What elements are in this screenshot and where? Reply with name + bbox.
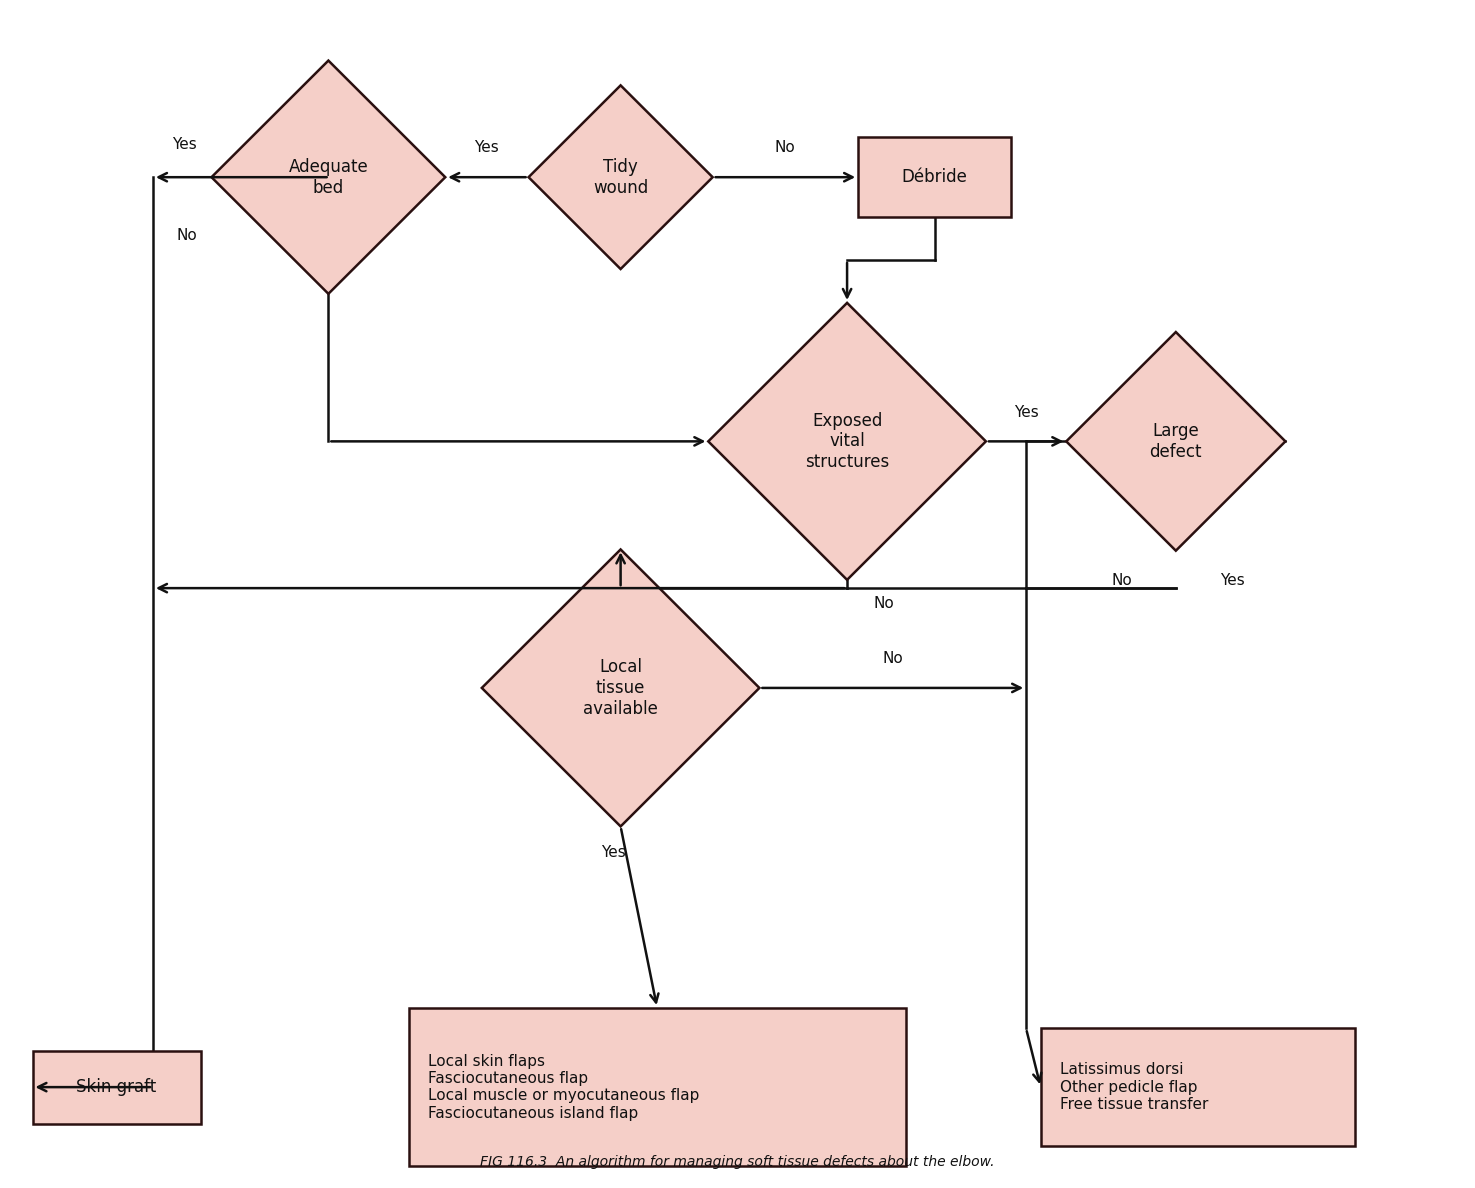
Polygon shape [708, 303, 985, 580]
Text: Adequate
bed: Adequate bed [289, 158, 369, 196]
Bar [858, 138, 1012, 217]
Polygon shape [211, 61, 445, 293]
Text: Latissimus dorsi
Other pedicle flap
Free tissue transfer: Latissimus dorsi Other pedicle flap Free… [1059, 1062, 1208, 1112]
Text: No: No [873, 596, 894, 611]
Text: Débride: Débride [901, 169, 968, 187]
Text: Large
defect: Large defect [1149, 422, 1202, 461]
Text: Local skin flaps
Fasciocutaneous flap
Local muscle or myocutaneous flap
Fasciocu: Local skin flaps Fasciocutaneous flap Lo… [428, 1054, 699, 1120]
Text: Yes: Yes [1220, 573, 1245, 588]
Text: Local
tissue
available: Local tissue available [583, 658, 658, 718]
Text: Yes: Yes [1013, 404, 1038, 419]
Bar [409, 1007, 906, 1167]
Text: Yes: Yes [475, 140, 500, 156]
Text: Skin graft: Skin graft [77, 1079, 156, 1097]
Bar [1041, 1029, 1356, 1146]
Text: Tidy
wound: Tidy wound [593, 158, 648, 196]
Text: No: No [176, 228, 196, 244]
Text: No: No [1111, 573, 1131, 588]
Polygon shape [1066, 331, 1285, 551]
Text: Exposed
vital
structures: Exposed vital structures [805, 411, 889, 472]
Polygon shape [482, 549, 760, 827]
Text: No: No [882, 651, 903, 666]
Text: Yes: Yes [173, 137, 196, 152]
Polygon shape [528, 86, 712, 268]
Text: FIG 116.3  An algorithm for managing soft tissue defects about the elbow.: FIG 116.3 An algorithm for managing soft… [481, 1155, 994, 1169]
Text: No: No [774, 140, 795, 156]
Text: Yes: Yes [600, 845, 625, 860]
Bar [32, 1050, 201, 1124]
